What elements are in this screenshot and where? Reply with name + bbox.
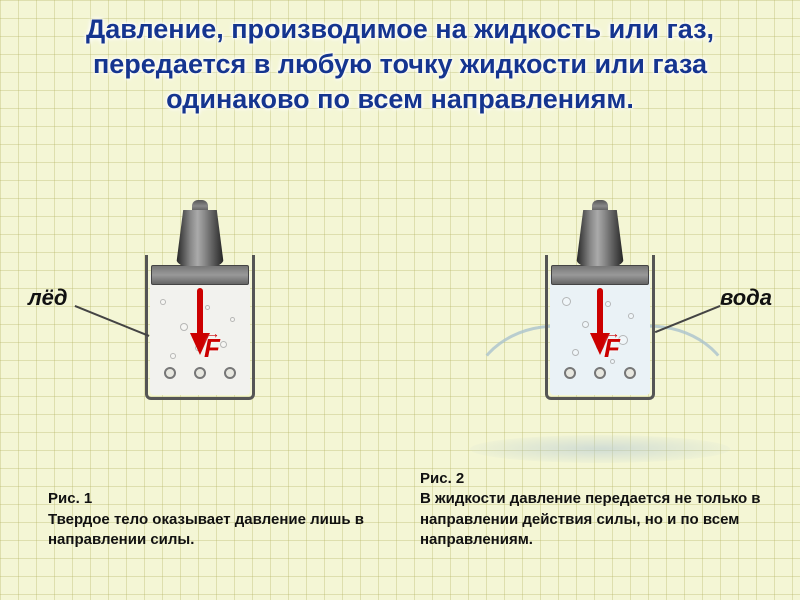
force-label-2: → F — [604, 333, 620, 364]
figure-1: → F лёд Рис. 1 Твердое тело оказывает да… — [0, 195, 400, 555]
water-puddle — [470, 435, 730, 463]
piston-plate-1 — [151, 265, 249, 285]
hole-icon — [164, 367, 176, 379]
hole-icon — [194, 367, 206, 379]
lead-line-1 — [75, 305, 150, 336]
hole-icon — [224, 367, 236, 379]
side-label-ice: лёд — [28, 285, 68, 311]
caption-2-text: В жидкости давление передается не только… — [420, 489, 780, 550]
caption-2-title: Рис. 2 — [420, 469, 780, 489]
piston-plate-2 — [551, 265, 649, 285]
force-label-1: → F — [204, 333, 220, 364]
side-label-water: вода — [720, 285, 772, 311]
caption-1-title: Рис. 1 — [48, 489, 368, 509]
title-line-3: одинаково по всем направлениям. — [0, 82, 800, 117]
title-line-2: передается в любую точку жидкости или га… — [0, 47, 800, 82]
caption-1-text: Твердое тело оказывает давление лишь в н… — [48, 510, 368, 551]
caption-2: Рис. 2 В жидкости давление передается не… — [420, 469, 780, 550]
vector-arrow-icon: → — [606, 325, 620, 341]
lead-line-2 — [655, 305, 720, 333]
diagrams-row: → F лёд Рис. 1 Твердое тело оказывает да… — [0, 195, 800, 555]
page-title: Давление, производимое на жидкость или г… — [0, 12, 800, 117]
figure-2: → F вода Рис. 2 В жидкости давление пере… — [400, 195, 800, 555]
hole-icon — [564, 367, 576, 379]
vector-arrow-icon: → — [206, 325, 220, 341]
weight-icon — [176, 200, 224, 266]
title-line-1: Давление, производимое на жидкость или г… — [0, 12, 800, 47]
weight-icon — [576, 200, 624, 266]
caption-1: Рис. 1 Твердое тело оказывает давление л… — [48, 489, 368, 550]
hole-icon — [594, 367, 606, 379]
hole-icon — [624, 367, 636, 379]
